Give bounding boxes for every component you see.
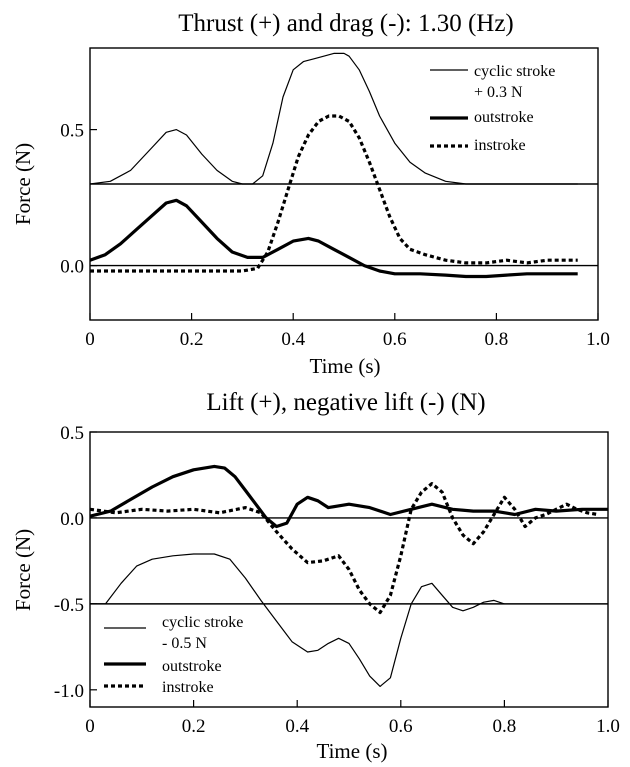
x-ticks: 0 0.2 0.4 0.6 0.8 1.0 <box>85 700 620 737</box>
x-tick-label: 0.6 <box>383 329 407 350</box>
y-tick-label: -0.5 <box>54 595 84 616</box>
x-axis-label: Time (s) <box>310 354 381 378</box>
x-tick-label: 0.8 <box>493 716 517 737</box>
y-tick-label: -1.0 <box>54 681 84 702</box>
y-tick-label: 0.0 <box>60 257 84 278</box>
lift-chart: Lift (+), negative lift (-) (N) 0 0.2 0.4 0… <box>11 389 620 763</box>
x-tick-label: 0.6 <box>389 716 413 737</box>
legend-label-cyclic-stroke: cyclic stroke + 0.3 N <box>474 63 555 101</box>
series-line-instroke <box>89 482 598 615</box>
x-tick-label: 0.2 <box>180 329 204 350</box>
series-line-cyclic-stroke <box>89 52 578 185</box>
series-line-outstroke <box>89 464 608 529</box>
y-tick-label: 0.5 <box>60 423 84 444</box>
chart-title: Thrust (+) and drag (-): 1.30 (Hz) <box>178 10 514 37</box>
series-lines <box>89 464 608 687</box>
y-ticks: 0.5 0.0 -0.5 -1.0 <box>54 423 97 702</box>
reference-lines <box>90 517 608 605</box>
series-lines <box>89 52 578 279</box>
y-ticks: 0.0 0.5 <box>60 121 97 278</box>
legend-label-cyclic-stroke: cyclic stroke - 0.5 N <box>162 614 243 652</box>
x-tick-label: 0.2 <box>182 716 206 737</box>
x-axis-label: Time (s) <box>317 739 388 763</box>
series-line-outstroke <box>89 198 578 279</box>
x-tick-label: 1.0 <box>596 716 620 737</box>
x-tick-label: 1.0 <box>586 329 610 350</box>
x-ticks: 0 0.2 0.4 0.6 0.8 1.0 <box>85 313 610 350</box>
series-line-cyclic-stroke <box>90 553 505 687</box>
legend: cyclic stroke - 0.5 N outstroke instroke <box>104 614 243 696</box>
legend-label-instroke: instroke <box>474 137 526 154</box>
legend-label-outstroke: outstroke <box>474 109 534 126</box>
y-tick-label: 0.0 <box>60 509 84 530</box>
x-tick-label: 0 <box>85 716 95 737</box>
y-axis-label: Force (N) <box>11 529 35 611</box>
chart-title: Lift (+), negative lift (-) (N) <box>206 389 485 416</box>
x-tick-label: 0.8 <box>485 329 509 350</box>
legend: cyclic stroke + 0.3 N outstroke instroke <box>430 63 555 154</box>
thrust-drag-chart: Thrust (+) and drag (-): 1.30 (Hz) 0 0.2 0… <box>11 10 610 378</box>
x-tick-label: 0.4 <box>285 716 309 737</box>
legend-label-instroke: instroke <box>162 679 214 696</box>
y-axis-label: Force (N) <box>11 143 35 225</box>
legend-label-outstroke: outstroke <box>162 658 222 675</box>
plot-frame <box>89 431 609 708</box>
x-tick-label: 0.4 <box>281 329 305 350</box>
y-tick-label: 0.5 <box>60 121 84 142</box>
x-tick-label: 0 <box>85 329 95 350</box>
